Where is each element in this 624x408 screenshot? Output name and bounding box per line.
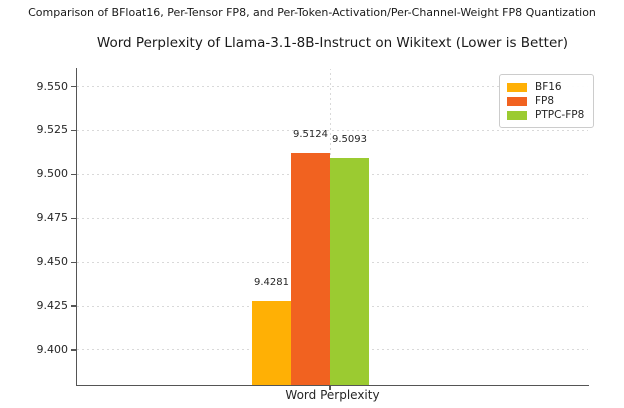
legend-swatch-icon [507,96,527,106]
y-tick-label: 9.500 [36,167,69,181]
bar-ptpc-fp8 [330,158,369,385]
bar-fp8 [291,152,330,385]
bar-bf16 [252,300,291,385]
legend-label: FP8 [535,95,555,107]
y-tick-mark [71,261,76,263]
x-axis-spine [75,384,589,386]
bar-value-label: 9.5124 [293,128,328,140]
y-tick-label: 9.450 [36,255,69,269]
legend-item-fp8: FP8 [507,94,584,108]
gridline [77,86,588,88]
y-tick-label: 9.550 [36,79,69,93]
x-axis-label: Word Perplexity [285,388,380,402]
y-tick-mark [71,173,76,176]
y-tick-label: 9.425 [36,299,69,312]
y-tick-mark [71,129,76,132]
legend-label: BF16 [535,81,562,93]
legend-item-bf16: BF16 [507,80,584,94]
y-tick-mark [71,85,76,88]
y-tick-mark [71,217,76,219]
legend-item-ptpc-fp8: PTPC-FP8 [507,108,584,122]
bar-value-label: 9.5093 [332,134,367,145]
page-heading: Comparison of BFloat16, Per-Tensor FP8, … [28,6,596,19]
bar-value-label: 9.4281 [254,276,289,288]
legend-label: PTPC-FP8 [535,109,585,121]
x-tick-mark [329,386,331,390]
y-tick-label: 9.525 [36,123,69,137]
y-axis-spine [75,68,77,386]
chart-title: Word Perplexity of Llama-3.1-8B-Instruct… [96,35,569,51]
y-tick-label: 9.400 [36,342,69,356]
y-tick-mark [71,305,76,307]
gridline [77,129,588,131]
legend-swatch-icon [507,110,527,120]
y-tick-label: 9.475 [36,211,69,225]
y-tick-mark [71,349,76,351]
legend-swatch-icon [507,82,527,92]
legend: BF16 FP8 PTPC-FP8 [499,74,595,128]
